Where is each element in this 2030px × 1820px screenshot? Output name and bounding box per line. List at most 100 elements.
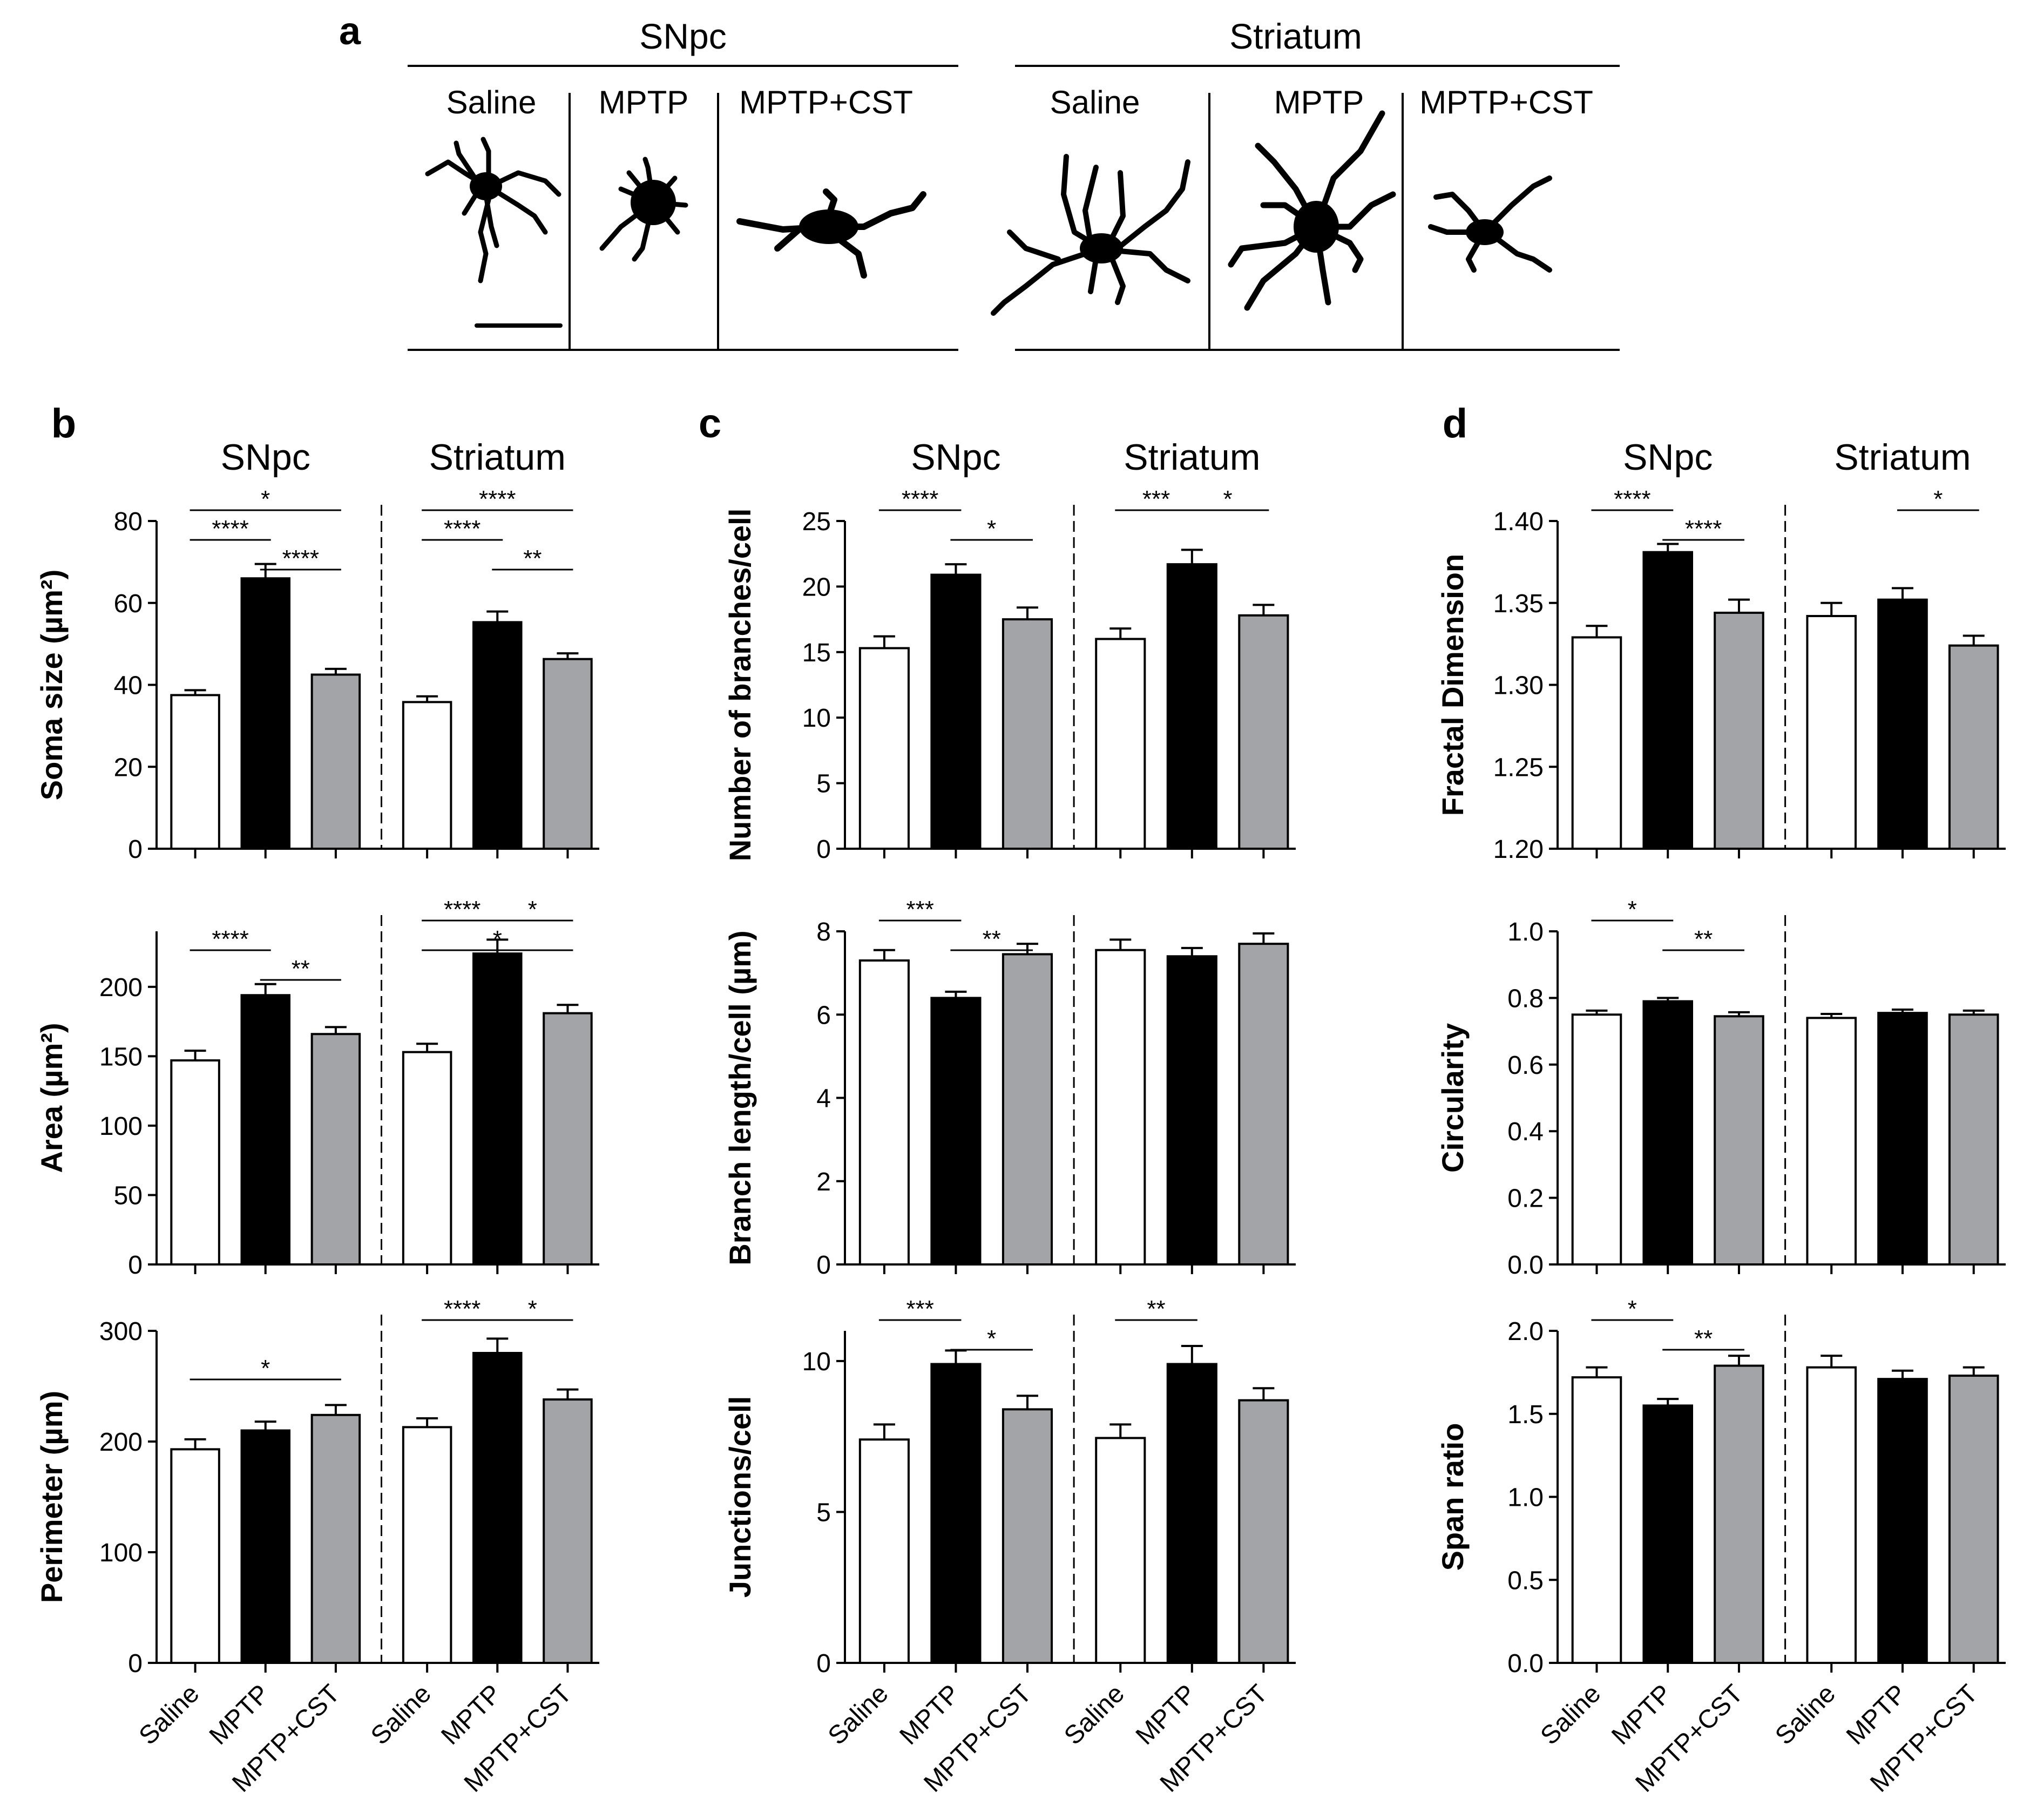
y-tick-label: 150	[99, 1043, 143, 1071]
bar-mptp-snpc	[1642, 551, 1693, 850]
x-tick-label: Saline	[1770, 1679, 1841, 1750]
y-tick-label: 8	[816, 918, 831, 946]
y-tick-label: 40	[114, 672, 143, 700]
bar-mptp-striatum	[472, 621, 523, 850]
y-tick-label: 0.5	[1507, 1566, 1544, 1595]
y-axis-label: Perimeter (µm)	[35, 1391, 69, 1603]
y-tick-label: 100	[99, 1539, 143, 1567]
panel-a-striatum-saline-label: Saline	[1050, 84, 1140, 120]
bar-mptp-snpc	[930, 573, 982, 850]
panel-a-letter: a	[339, 10, 361, 53]
bar-saline-striatum	[1806, 615, 1857, 850]
significance-label: ****	[444, 896, 481, 923]
significance-label: **	[523, 545, 542, 572]
bar-saline-striatum	[1095, 638, 1146, 850]
significance-label: ****	[1614, 486, 1651, 512]
y-tick-label: 1.40	[1493, 508, 1544, 536]
significance-label: *	[528, 896, 537, 923]
significance-label: *	[987, 1325, 996, 1352]
microglia-snpc-mptp-image	[599, 157, 688, 262]
bar-mptp-cst-striatum	[543, 658, 593, 850]
y-tick-label: 0	[816, 1649, 831, 1678]
bar-mptp-cst-striatum	[1238, 614, 1289, 850]
significance-label: **	[1694, 926, 1713, 952]
x-tick-label: Saline	[366, 1679, 437, 1750]
bar-mptp-cst-striatum	[543, 1398, 593, 1665]
panel-d-region-snpc: SNpc	[1623, 437, 1713, 478]
y-tick-label: 10	[802, 704, 831, 733]
significance-label: *	[261, 486, 270, 512]
microglia-snpc-mptpcst-image	[736, 188, 926, 279]
bar-mptp-cst-snpc	[1002, 1408, 1053, 1664]
significance-label: *	[493, 926, 502, 952]
bar-mptp-snpc	[240, 577, 290, 850]
microglia-striatum-mptp-image	[1228, 110, 1396, 311]
significance-label: ***	[906, 1296, 933, 1322]
panel-b-region-snpc: SNpc	[221, 437, 310, 478]
significance-label: ***	[1142, 486, 1170, 512]
bar-mptp-striatum	[472, 952, 523, 1266]
bar-mptp-cst-snpc	[1714, 611, 1764, 850]
significance-label: ****	[282, 545, 320, 572]
y-tick-label: 0	[816, 1251, 831, 1280]
y-tick-label: 0.0	[1507, 1251, 1544, 1280]
bar-saline-striatum	[1806, 1017, 1857, 1266]
y-axis-label: Number of branches/cell	[723, 509, 757, 862]
significance-label: ***	[906, 896, 933, 923]
panel-a-striatum-title: Striatum	[1229, 16, 1362, 56]
significance-label: *	[1933, 486, 1943, 512]
y-tick-label: 1.25	[1493, 753, 1544, 782]
y-tick-label: 5	[816, 1498, 831, 1527]
microglia-striatum-saline-image	[991, 154, 1190, 316]
y-tick-label: 0.8	[1507, 984, 1544, 1013]
y-tick-label: 15	[802, 639, 831, 667]
x-tick-label: MPTP	[894, 1679, 965, 1750]
y-axis-label: Junctions/cell	[723, 1396, 757, 1598]
bar-mptp-cst-snpc	[310, 1033, 361, 1266]
significance-label: *	[1628, 896, 1637, 923]
significance-label: *	[1223, 486, 1233, 512]
y-axis-label: Circularity	[1436, 1023, 1470, 1173]
significance-label: ****	[444, 516, 481, 542]
y-tick-label: 1.30	[1493, 672, 1544, 700]
y-tick-label: 20	[802, 573, 831, 601]
significance-label: *	[987, 516, 996, 542]
bar-mptp-cst-snpc	[1002, 618, 1053, 850]
panel-b-letter: b	[51, 401, 76, 446]
y-tick-label: 200	[99, 1428, 143, 1457]
y-tick-label: 0.4	[1507, 1118, 1544, 1146]
bar-saline-striatum	[402, 1051, 452, 1266]
x-tick-label: Saline	[134, 1679, 205, 1750]
significance-label: *	[1628, 1296, 1637, 1322]
bar-mptp-striatum	[1166, 563, 1217, 850]
y-axis-label: Fractal Dimension	[1436, 554, 1470, 816]
bar-mptp-cst-striatum	[1948, 644, 1999, 850]
x-tick-label: Saline	[1059, 1679, 1130, 1750]
y-axis-label: Soma size (µm²)	[35, 570, 69, 800]
bar-mptp-striatum	[1877, 598, 1928, 850]
panel-a-snpc-title: SNpc	[639, 16, 726, 56]
significance-label: **	[1694, 1325, 1713, 1352]
y-tick-label: 2.0	[1507, 1317, 1544, 1346]
bar-mptp-snpc	[240, 994, 290, 1266]
panel-c-letter: c	[699, 401, 721, 446]
significance-label: **	[292, 956, 310, 982]
bar-saline-striatum	[402, 701, 452, 850]
bar-mptp-striatum	[1166, 1363, 1217, 1664]
y-tick-label: 100	[99, 1112, 143, 1141]
panel-a-snpc-mptpcst-label: MPTP+CST	[739, 84, 913, 120]
y-tick-label: 50	[114, 1181, 143, 1210]
bar-saline-snpc	[170, 1059, 220, 1266]
x-tick-label: Saline	[823, 1679, 894, 1750]
y-tick-label: 0.2	[1507, 1185, 1544, 1213]
y-tick-label: 0	[128, 1649, 143, 1678]
bar-mptp-cst-striatum	[543, 1012, 593, 1266]
panel-b-region-striatum: Striatum	[429, 437, 566, 478]
bar-mptp-snpc	[930, 1363, 982, 1664]
bar-mptp-snpc	[240, 1429, 290, 1664]
y-tick-label: 60	[114, 590, 143, 618]
y-tick-label: 6	[816, 1001, 831, 1030]
bar-mptp-cst-striatum	[1948, 1375, 1999, 1664]
y-tick-label: 0	[128, 835, 143, 864]
